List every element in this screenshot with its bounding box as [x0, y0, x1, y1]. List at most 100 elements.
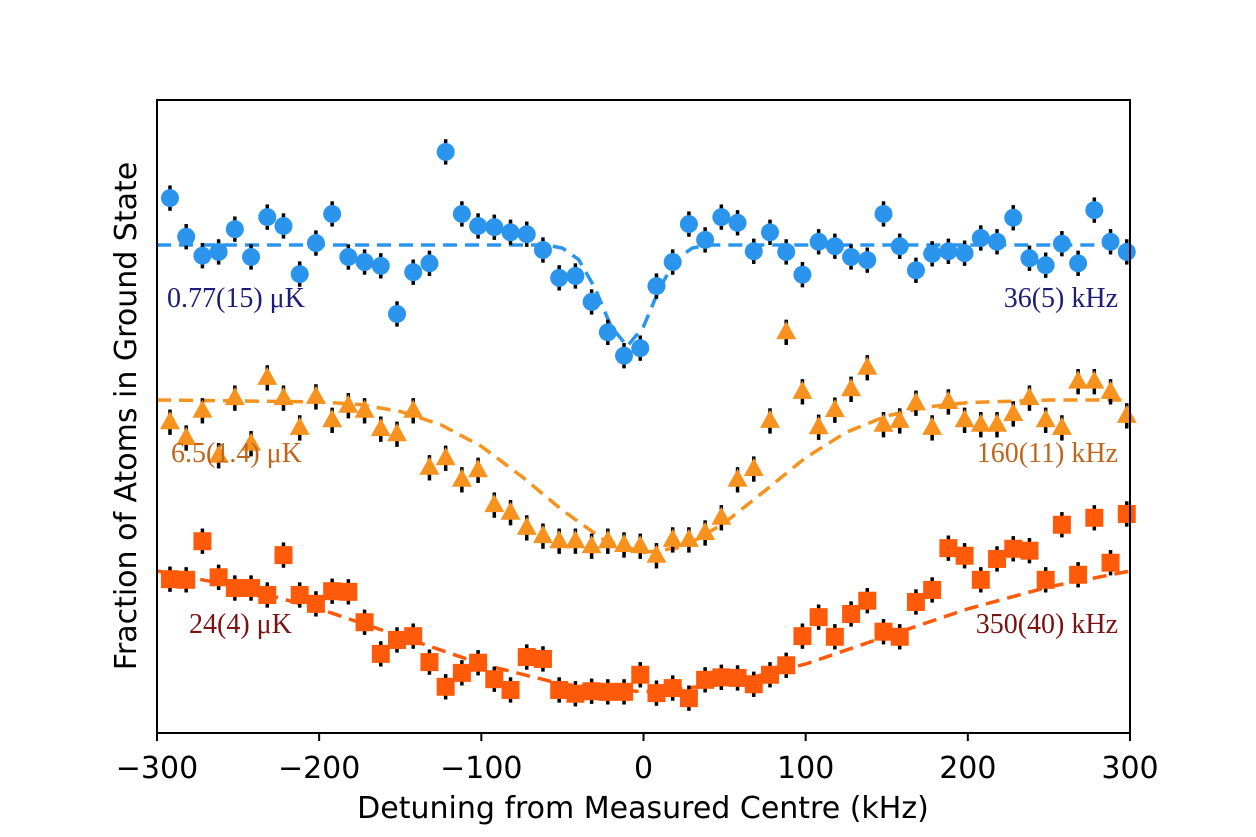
- data-point: [890, 627, 909, 646]
- data-point: [274, 216, 293, 235]
- data-point: [517, 225, 536, 244]
- data-point: [501, 680, 520, 699]
- data-point: [355, 613, 374, 632]
- data-point: [842, 604, 861, 623]
- data-point: [533, 241, 552, 260]
- data-point: [662, 528, 683, 547]
- data-point: [177, 227, 196, 246]
- data-point: [597, 530, 618, 549]
- data-point: [305, 385, 326, 404]
- data-point: [550, 268, 569, 287]
- data-point: [793, 627, 812, 646]
- data-point: [468, 459, 489, 478]
- data-point: [824, 399, 845, 418]
- data-point: [988, 232, 1007, 251]
- data-point: [890, 237, 909, 256]
- annotation: 350(40) kHz: [976, 609, 1118, 640]
- data-point: [776, 321, 797, 340]
- data-point: [452, 663, 471, 682]
- plot-frame: [156, 99, 1131, 734]
- data-point: [760, 223, 779, 242]
- data-point: [663, 679, 682, 698]
- data-point: [550, 680, 569, 699]
- data-point: [193, 532, 212, 551]
- data-point: [1004, 208, 1023, 227]
- data-point: [469, 216, 488, 235]
- data-point: [1003, 402, 1024, 421]
- data-point: [387, 423, 408, 442]
- data-point: [939, 539, 958, 558]
- data-point: [209, 242, 228, 261]
- data-point: [581, 535, 602, 554]
- data-point: [290, 586, 309, 605]
- data-point: [906, 261, 925, 280]
- data-point: [743, 458, 764, 477]
- data-point: [257, 366, 278, 385]
- data-point: [777, 656, 796, 675]
- data-point: [1069, 254, 1088, 273]
- data-point: [841, 378, 862, 397]
- data-point: [1084, 370, 1105, 389]
- data-point: [484, 494, 505, 513]
- data-point: [370, 418, 391, 437]
- data-point: [987, 413, 1008, 432]
- data-point: [582, 682, 601, 701]
- data-point: [242, 247, 261, 266]
- x-tick-label: −100: [440, 751, 522, 786]
- data-point: [1117, 242, 1136, 261]
- data-point: [598, 682, 617, 701]
- data-point: [322, 409, 343, 428]
- data-point: [242, 579, 261, 598]
- data-point: [874, 204, 893, 223]
- data-point: [727, 468, 748, 487]
- data-point: [258, 208, 277, 227]
- data-point: [209, 568, 228, 587]
- data-point: [955, 546, 974, 565]
- data-point: [306, 234, 325, 253]
- data-point: [224, 387, 245, 406]
- data-point: [177, 570, 196, 589]
- data-point: [354, 399, 375, 418]
- data-point: [436, 142, 455, 161]
- data-point: [1036, 256, 1055, 275]
- data-point: [842, 247, 861, 266]
- data-point: [614, 533, 635, 552]
- data-point: [420, 653, 439, 672]
- data-point: [582, 292, 601, 311]
- data-point: [939, 242, 958, 261]
- data-point: [988, 549, 1007, 568]
- data-point: [679, 689, 698, 708]
- data-point: [744, 675, 763, 694]
- data-point: [208, 444, 229, 463]
- x-axis-label: Detuning from Measured Centre (kHz): [357, 791, 929, 826]
- data-point: [889, 409, 910, 428]
- data-point: [404, 627, 423, 646]
- data-point: [565, 530, 586, 549]
- data-point: [452, 204, 471, 223]
- data-point: [160, 570, 179, 589]
- data-point: [371, 644, 390, 663]
- data-point: [874, 622, 893, 641]
- annotation: 0.77(15) μK: [167, 283, 305, 314]
- data-point: [1019, 387, 1040, 406]
- data-point: [971, 228, 990, 247]
- data-point: [793, 265, 812, 284]
- data-point: [711, 506, 732, 525]
- data-point: [1117, 504, 1136, 523]
- data-point: [1068, 370, 1089, 389]
- annotation: 24(4) μK: [189, 609, 292, 640]
- data-point: [858, 591, 877, 610]
- data-point: [549, 530, 570, 549]
- data-point: [825, 627, 844, 646]
- data-point: [905, 392, 926, 411]
- data-point: [338, 394, 359, 413]
- data-point: [695, 521, 716, 540]
- data-point: [485, 670, 504, 689]
- data-point: [760, 665, 779, 684]
- data-point: [388, 304, 407, 323]
- data-point: [404, 263, 423, 282]
- data-point: [923, 244, 942, 263]
- data-point: [1020, 541, 1039, 560]
- data-point: [258, 586, 277, 605]
